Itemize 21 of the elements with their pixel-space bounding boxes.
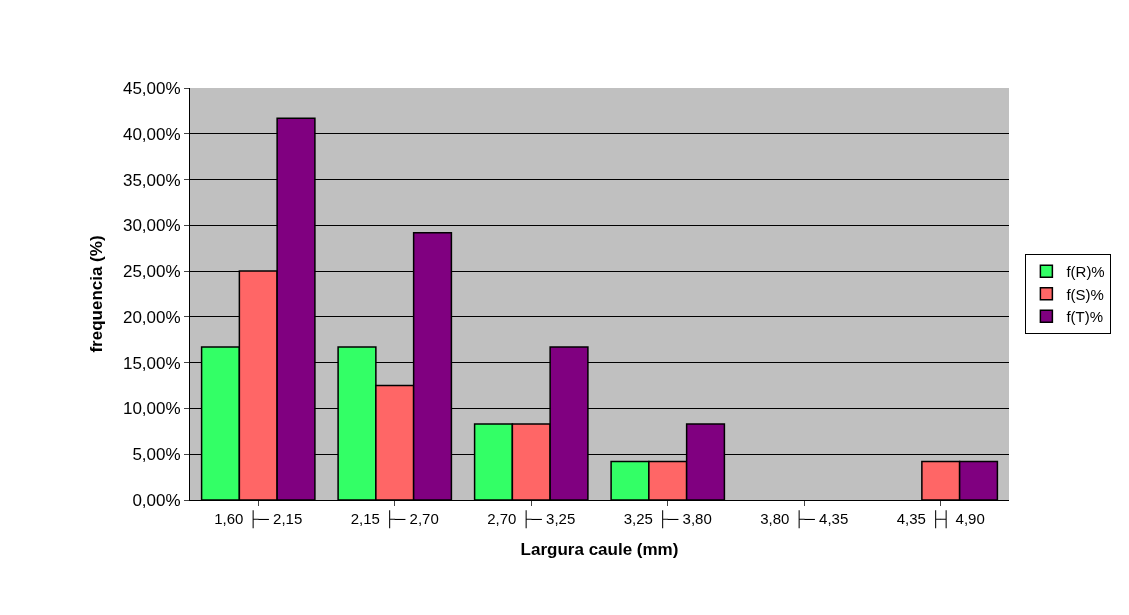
y-tick-label: 15,00% — [122, 353, 181, 373]
x-tick-label: 1,60 ├─ 2,15 — [214, 510, 303, 529]
x-tick-label: 4,35 ├┤ 4,90 — [896, 510, 985, 529]
legend-label: f(T)% — [1066, 308, 1104, 326]
y-tick-label: 5,00% — [132, 445, 181, 465]
y-tick-label: 10,00% — [122, 399, 181, 419]
legend-label: f(S)% — [1066, 285, 1104, 303]
y-tick-label: 25,00% — [122, 262, 181, 282]
y-tick-label: 45,00% — [122, 78, 181, 98]
y-tick-label: 20,00% — [122, 307, 181, 327]
y-axis-title: frequencia (%) — [87, 235, 107, 353]
x-tick-label: 3,80 ├─ 4,35 — [760, 510, 849, 529]
y-tick-label: 40,00% — [122, 124, 181, 144]
x-tick-label: 2,70 ├─ 3,25 — [487, 510, 576, 529]
y-tick-label: 30,00% — [122, 216, 181, 236]
x-tick-label: 3,25 ├─ 3,80 — [623, 510, 712, 529]
legend-label: f(R)% — [1066, 263, 1105, 281]
x-tick-label: 2,15 ├─ 2,70 — [350, 510, 439, 529]
y-tick-label: 0,00% — [132, 490, 181, 510]
y-tick-label: 35,00% — [122, 170, 181, 190]
x-axis-title: Largura caule (mm) — [520, 540, 679, 560]
